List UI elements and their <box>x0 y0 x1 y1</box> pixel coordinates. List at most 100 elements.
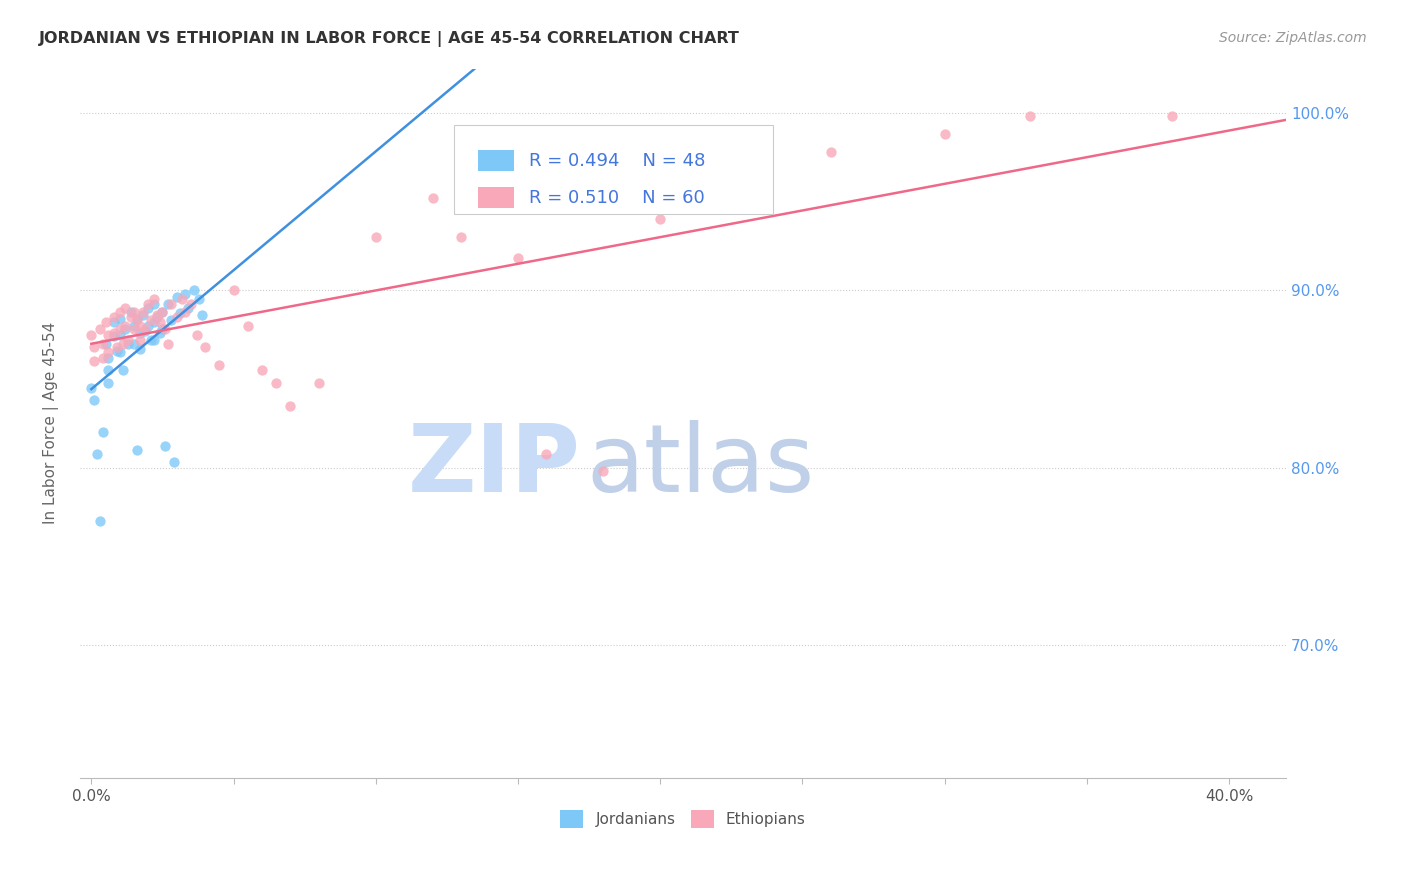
Point <box>91 351 114 365</box>
Point <box>149 315 172 329</box>
Point <box>89 322 111 336</box>
Point <box>142 292 165 306</box>
Point <box>188 292 211 306</box>
Point <box>592 464 614 478</box>
Point <box>194 340 217 354</box>
Point <box>174 286 197 301</box>
Point <box>108 322 131 336</box>
Point <box>80 327 103 342</box>
Point <box>152 304 174 318</box>
Point <box>125 442 148 457</box>
Point <box>108 345 131 359</box>
Point <box>131 308 153 322</box>
Point <box>97 351 120 365</box>
Text: R = 0.510    N = 60: R = 0.510 N = 60 <box>529 189 704 207</box>
Text: R = 0.494    N = 48: R = 0.494 N = 48 <box>529 152 704 169</box>
FancyBboxPatch shape <box>478 150 515 171</box>
Point <box>97 363 120 377</box>
Point <box>1019 110 1042 124</box>
Point <box>122 304 145 318</box>
Point <box>91 336 114 351</box>
Text: atlas: atlas <box>586 420 814 512</box>
Point <box>114 318 136 333</box>
Point <box>122 322 145 336</box>
Point <box>183 283 205 297</box>
Point <box>97 345 120 359</box>
Point <box>108 327 131 342</box>
FancyBboxPatch shape <box>454 125 773 214</box>
Text: Source: ZipAtlas.com: Source: ZipAtlas.com <box>1219 31 1367 45</box>
Point <box>128 318 150 333</box>
Point <box>111 363 134 377</box>
Text: ZIP: ZIP <box>408 420 581 512</box>
Point <box>125 311 148 326</box>
Point <box>160 297 183 311</box>
Point <box>222 283 245 297</box>
Point <box>108 304 131 318</box>
Point <box>128 326 150 340</box>
Point <box>136 297 159 311</box>
Point <box>134 324 156 338</box>
Point <box>152 304 174 318</box>
Point <box>650 212 672 227</box>
Point <box>91 425 114 440</box>
Point <box>103 315 125 329</box>
Text: JORDANIAN VS ETHIOPIAN IN LABOR FORCE | AGE 45-54 CORRELATION CHART: JORDANIAN VS ETHIOPIAN IN LABOR FORCE | … <box>39 31 740 47</box>
Y-axis label: In Labor Force | Age 45-54: In Labor Force | Age 45-54 <box>44 322 59 524</box>
Point <box>103 329 125 343</box>
Point <box>145 308 167 322</box>
Point <box>422 191 444 205</box>
Point <box>128 333 150 347</box>
Point <box>142 333 165 347</box>
Point <box>160 313 183 327</box>
Point <box>450 230 472 244</box>
Point <box>111 336 134 351</box>
Point <box>536 446 558 460</box>
Point <box>120 310 142 324</box>
FancyBboxPatch shape <box>478 187 515 209</box>
Point <box>145 310 167 324</box>
Point <box>155 322 177 336</box>
Point <box>934 127 956 141</box>
Point <box>105 343 128 358</box>
Point <box>136 318 159 333</box>
Point <box>117 336 139 351</box>
Point <box>280 399 302 413</box>
Point <box>114 322 136 336</box>
Point <box>105 340 128 354</box>
Point <box>108 311 131 326</box>
Point <box>820 145 842 159</box>
Point <box>97 376 120 390</box>
Point <box>120 304 142 318</box>
Point <box>208 358 231 372</box>
Point <box>128 342 150 356</box>
Point <box>155 439 177 453</box>
Point <box>364 230 387 244</box>
Point <box>172 292 194 306</box>
Point <box>142 297 165 311</box>
Point <box>191 308 214 322</box>
Point <box>157 297 180 311</box>
Point <box>177 301 200 315</box>
Point <box>103 326 125 340</box>
Point <box>152 322 174 336</box>
Point <box>139 333 162 347</box>
Point <box>706 180 728 194</box>
Point <box>83 354 105 368</box>
Point <box>142 315 165 329</box>
Point <box>174 304 197 318</box>
Point <box>134 322 156 336</box>
Point <box>136 301 159 315</box>
Legend: Jordanians, Ethiopians: Jordanians, Ethiopians <box>554 804 811 834</box>
Point <box>139 313 162 327</box>
Point <box>180 297 202 311</box>
Point <box>89 514 111 528</box>
Point <box>122 336 145 351</box>
Point <box>157 336 180 351</box>
Point <box>117 333 139 347</box>
Point <box>166 290 188 304</box>
Point <box>122 318 145 333</box>
Point <box>97 327 120 342</box>
Point <box>83 393 105 408</box>
Point <box>80 381 103 395</box>
